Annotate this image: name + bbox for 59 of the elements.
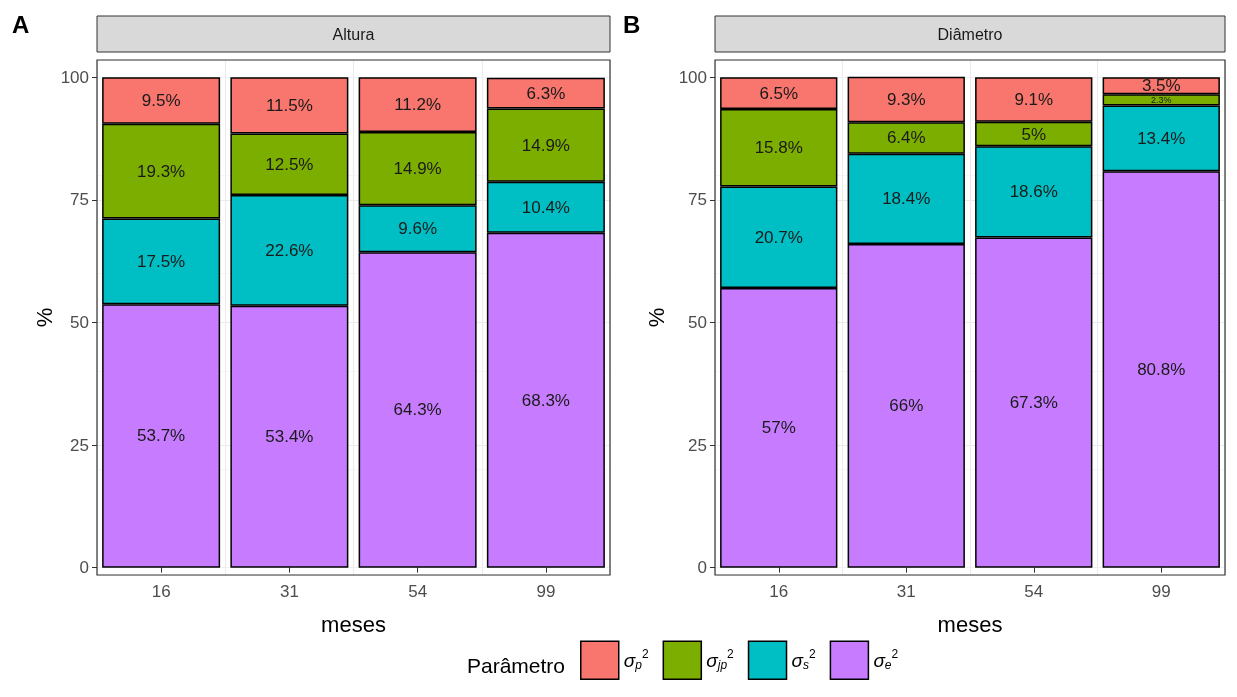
y-tick-label: 100: [678, 67, 707, 87]
data-label: 19.3%: [137, 161, 186, 181]
data-label: 9.3%: [886, 89, 926, 109]
data-label: 6.4%: [886, 128, 926, 148]
x-tick-label: 16: [769, 582, 789, 601]
y-tick-label: 25: [70, 435, 89, 455]
x-tick-label: 16: [151, 582, 171, 601]
data-label: 14.9%: [521, 135, 570, 155]
data-label: 22.6%: [265, 240, 314, 260]
y-tick-label: 75: [70, 190, 89, 210]
data-label: 12.5%: [265, 154, 314, 174]
data-label: 11.2%: [394, 95, 442, 115]
data-label: 3.5%: [1141, 76, 1181, 96]
data-label: 53.4%: [265, 427, 314, 447]
data-label: 2.3%: [1150, 94, 1172, 105]
y-tick-label: 25: [688, 435, 707, 455]
x-tick-label: 99: [536, 582, 556, 601]
data-label: 5%: [1021, 124, 1047, 144]
y-axis-title: %: [31, 307, 57, 328]
x-tick-label: 99: [1151, 582, 1171, 601]
data-label: 17.5%: [137, 251, 186, 271]
y-axis-title: %: [644, 307, 670, 328]
data-label: 68.3%: [521, 390, 570, 410]
legend-title: Parâmetro: [466, 653, 565, 677]
data-label: 18.6%: [1009, 182, 1058, 202]
data-label: 15.8%: [754, 138, 803, 158]
data-label: 6.5%: [759, 83, 799, 103]
data-label: 9.5%: [141, 90, 181, 110]
data-label: 20.7%: [754, 227, 803, 247]
y-tick-label: 0: [79, 558, 89, 578]
x-tick-label: 31: [279, 582, 299, 601]
x-tick-label: 31: [896, 582, 916, 601]
x-tick-label: 54: [408, 582, 428, 601]
x-axis-title: meses: [937, 611, 1003, 637]
y-tick-label: 100: [60, 67, 89, 87]
y-tick-label: 50: [688, 312, 707, 332]
chart-title: Diâmetro: [937, 25, 1003, 43]
data-label: 13.4%: [1137, 128, 1186, 148]
text: B: [623, 10, 641, 38]
data-label: 6.3%: [526, 83, 566, 103]
data-label: 80.8%: [1137, 359, 1186, 379]
x-tick-label: 54: [1024, 582, 1044, 601]
chart-title: Altura: [332, 25, 375, 43]
y-tick-label: 75: [688, 190, 707, 210]
data-label: 14.9%: [393, 159, 442, 179]
data-label: 9.1%: [1014, 89, 1054, 109]
y-tick-label: 50: [70, 312, 89, 332]
y-tick-label: 0: [697, 558, 707, 578]
data-label: 67.3%: [1009, 393, 1058, 413]
data-label: 53.7%: [137, 426, 186, 446]
data-label: 11.5%: [265, 95, 313, 115]
data-label: 18.4%: [882, 189, 931, 209]
text: A: [12, 10, 30, 38]
data-label: 10.4%: [521, 197, 570, 217]
data-label: 9.6%: [398, 219, 437, 239]
data-label: 66%: [889, 396, 924, 416]
data-label: 57%: [761, 418, 796, 438]
x-axis-title: meses: [321, 611, 386, 637]
data-label: 64.3%: [393, 400, 442, 420]
